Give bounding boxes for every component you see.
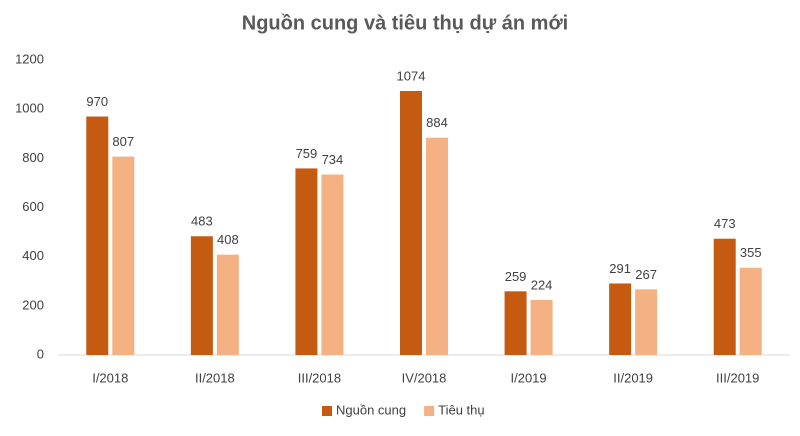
y-tick-label: 1200: [15, 51, 44, 66]
data-label: 807: [112, 134, 134, 149]
bar: [426, 137, 448, 355]
data-label: 734: [322, 152, 344, 167]
y-tick-label: 800: [22, 150, 44, 165]
legend-label: Tiêu thụ: [438, 402, 485, 417]
x-tick-label: II/2018: [195, 370, 235, 385]
data-label: 970: [86, 94, 108, 109]
data-label: 473: [714, 216, 736, 231]
data-label: 355: [740, 245, 762, 260]
data-label: 224: [531, 277, 553, 292]
legend-swatch: [424, 406, 435, 416]
x-tick-label: I/2019: [510, 370, 546, 385]
y-tick-label: 0: [37, 346, 44, 361]
y-tick-label: 400: [22, 248, 44, 263]
bar: [321, 174, 344, 355]
x-tick-label: III/2018: [298, 370, 341, 385]
bar: [190, 236, 213, 355]
legend-label: Nguồn cung: [336, 402, 406, 417]
y-tick-label: 1000: [15, 101, 44, 116]
bar: [739, 267, 762, 355]
x-tick-label: IV/2018: [402, 370, 447, 385]
data-label: 408: [217, 232, 239, 247]
bar: [112, 156, 135, 355]
bar: [713, 238, 736, 355]
chart-title: Nguồn cung và tiêu thụ dự án mới: [242, 12, 568, 34]
x-tick-label: I/2018: [92, 370, 128, 385]
bar: [530, 299, 553, 355]
data-label: 259: [505, 269, 527, 284]
y-tick-label: 200: [22, 297, 44, 312]
legend-swatch: [322, 406, 332, 416]
data-label: 759: [296, 146, 318, 161]
bar: [216, 254, 239, 355]
data-label: 1074: [397, 68, 426, 83]
y-tick-label: 600: [22, 199, 44, 214]
bar: [609, 283, 632, 355]
bar: [400, 90, 422, 355]
bar: [635, 289, 658, 355]
bar: [504, 291, 527, 355]
x-tick-label: III/2019: [716, 370, 759, 385]
data-label: 291: [609, 261, 631, 276]
data-label: 884: [426, 115, 448, 130]
x-tick-label: II/2019: [613, 370, 653, 385]
bar: [295, 168, 318, 355]
data-label: 483: [191, 214, 213, 229]
data-label: 267: [635, 267, 657, 282]
bar: [86, 116, 109, 356]
